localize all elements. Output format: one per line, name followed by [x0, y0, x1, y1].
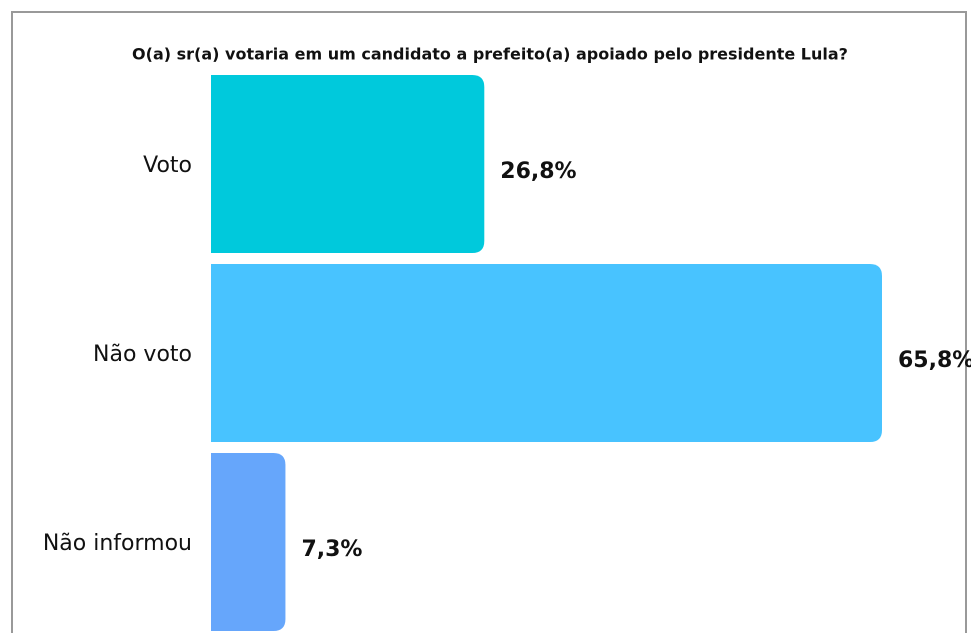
bar — [211, 264, 882, 442]
value-label: 65,8% — [898, 348, 971, 373]
value-label: 26,8% — [500, 159, 576, 184]
chart-title: O(a) sr(a) votaria em um candidato a pre… — [132, 45, 848, 64]
frame — [11, 11, 967, 633]
bar — [211, 453, 286, 631]
value-label: 7,3% — [301, 537, 362, 562]
category-label: Não voto — [93, 342, 192, 367]
category-label: Voto — [143, 153, 192, 178]
category-label: Não informou — [43, 531, 192, 556]
bar — [211, 75, 485, 253]
